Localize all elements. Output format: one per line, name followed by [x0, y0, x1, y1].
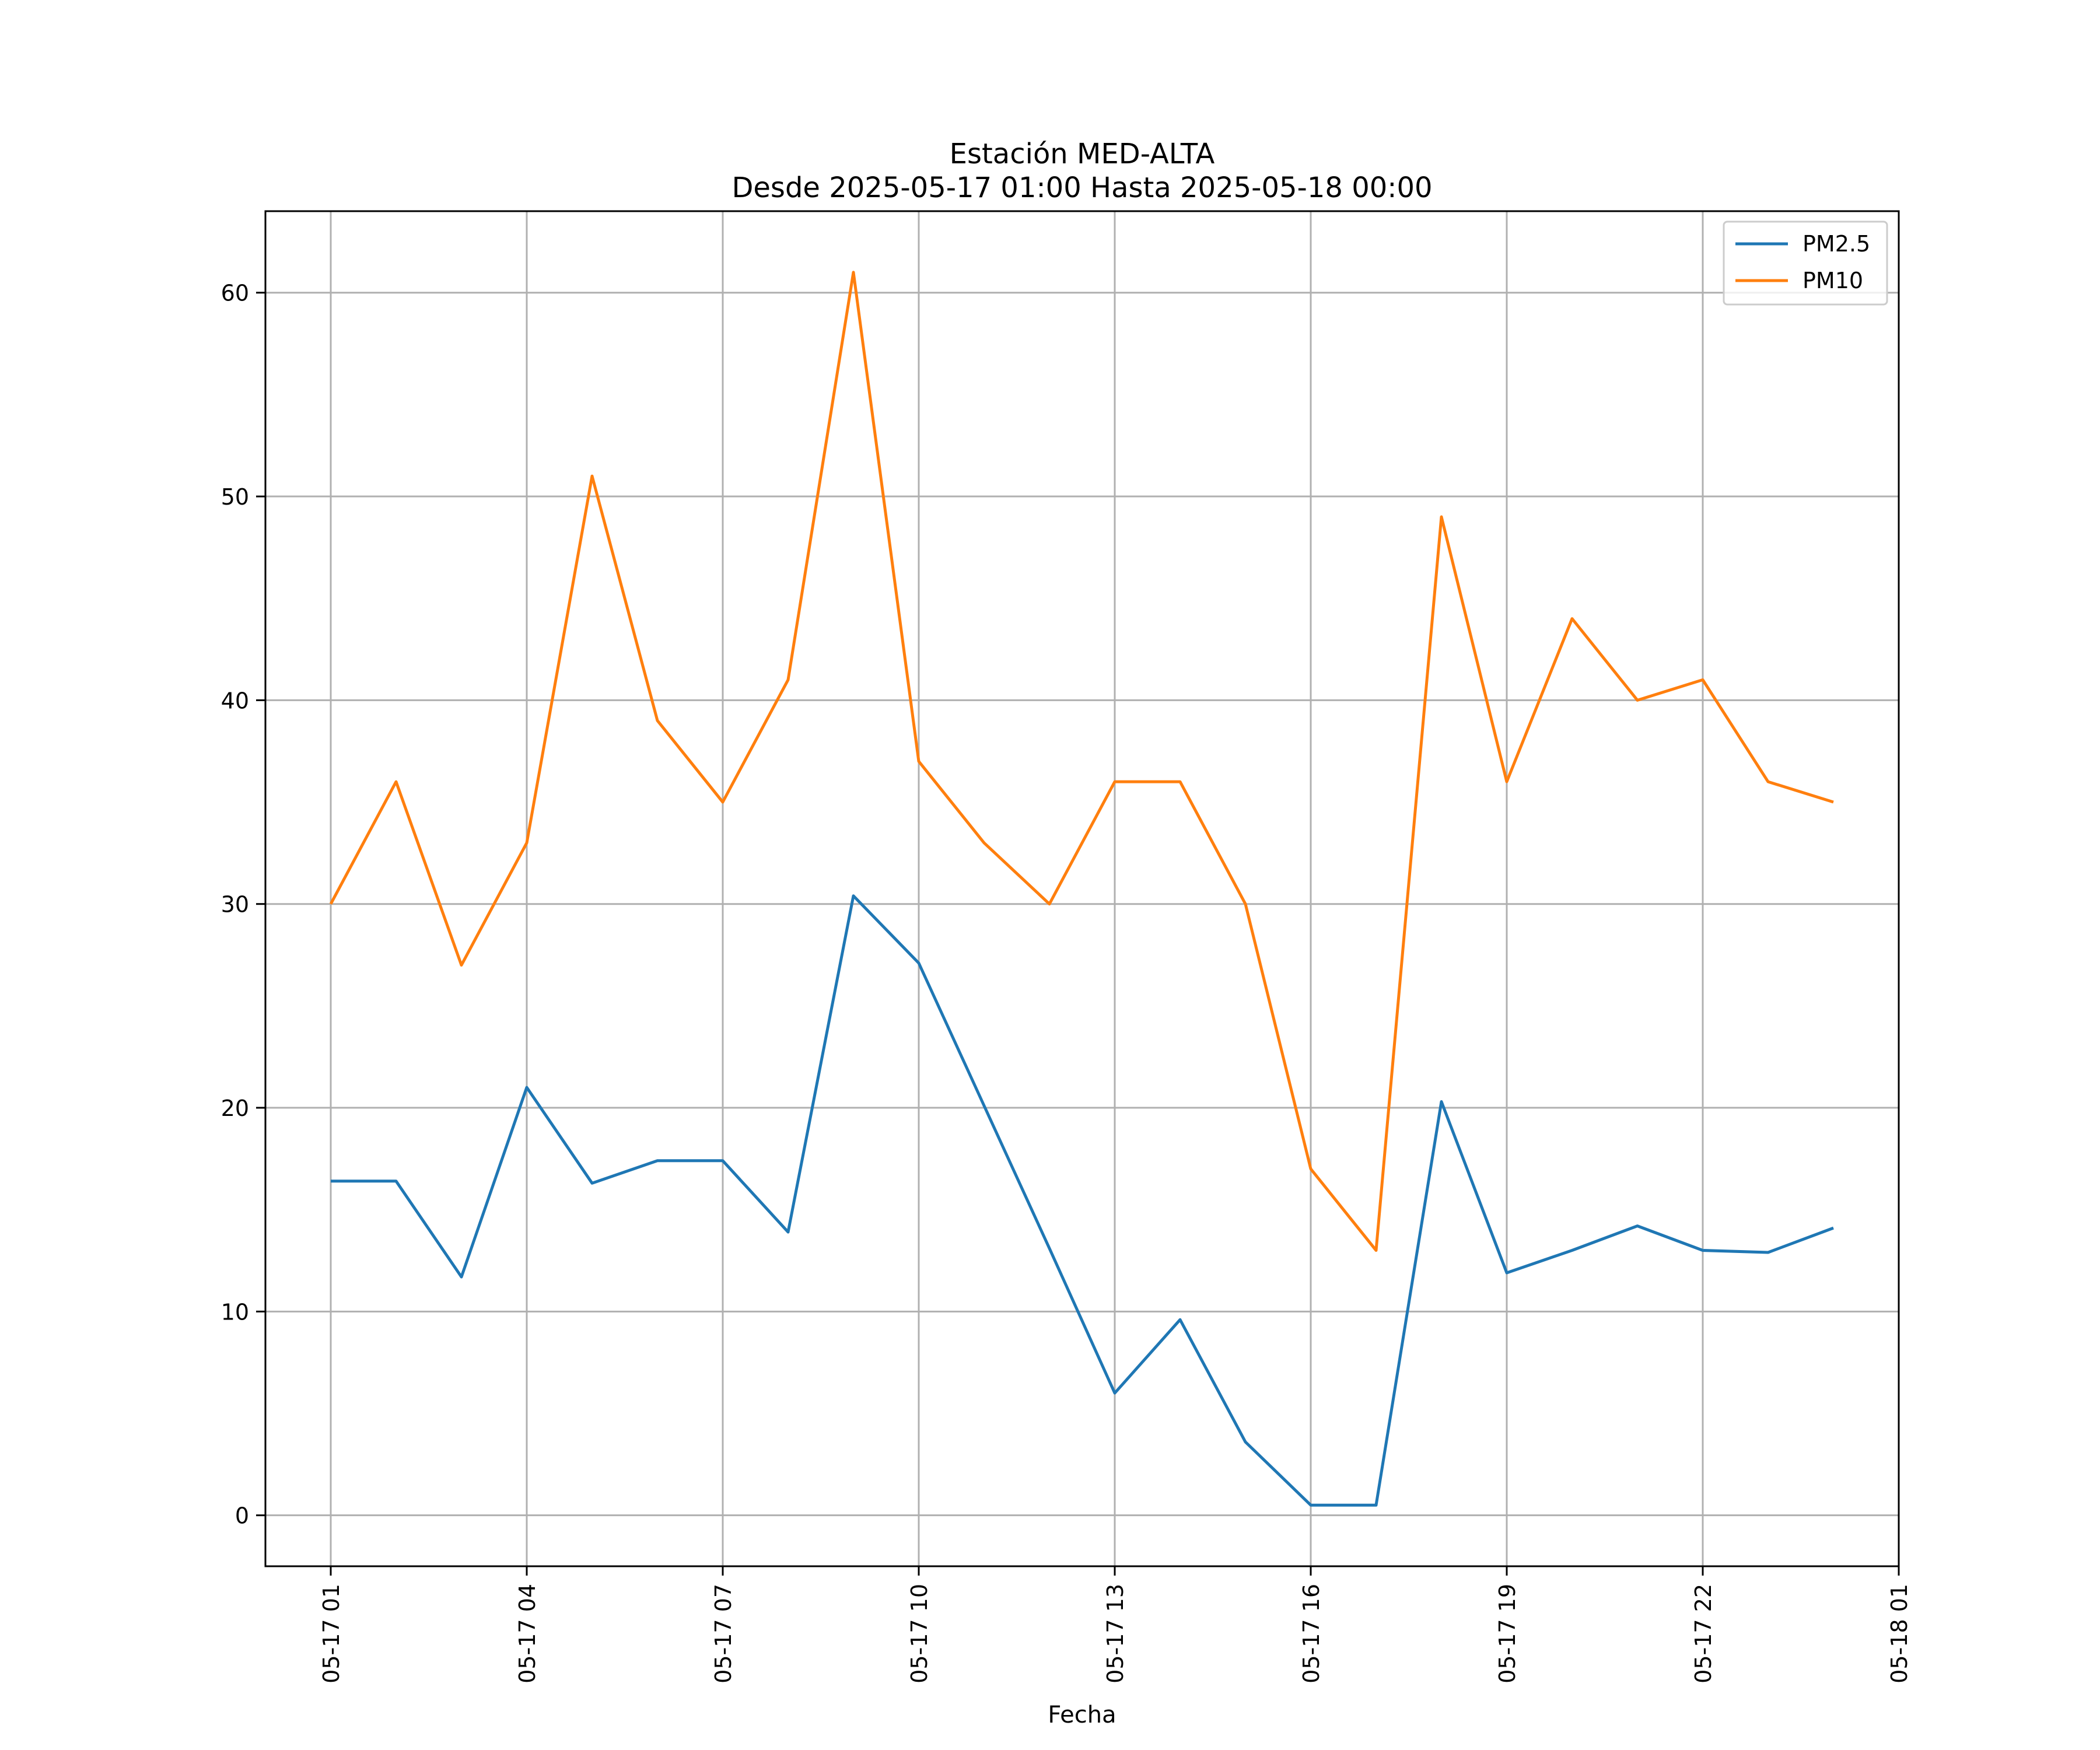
x-tick-label: 05-17 22: [1690, 1584, 1716, 1684]
legend-label-pm10: PM10: [1803, 268, 1863, 293]
x-tick-label: 05-18 01: [1887, 1584, 1912, 1684]
x-tick-label: 05-17 10: [907, 1584, 932, 1684]
chart-subtitle: Desde 2025-05-17 01:00 Hasta 2025-05-18 …: [732, 172, 1432, 204]
x-axis-label: Fecha: [1048, 1702, 1116, 1728]
legend: PM2.5 PM10: [1723, 220, 1888, 306]
x-tick-label: 05-17 01: [318, 1584, 344, 1684]
y-tick-label: 50: [221, 484, 249, 510]
y-tick-label: 0: [235, 1503, 249, 1529]
grid-lines: [265, 211, 1900, 1566]
series-line-pm10: [329, 271, 1834, 1252]
x-tick-label: 05-17 04: [514, 1584, 540, 1684]
x-tick-label: 05-17 07: [710, 1584, 736, 1684]
plot-frame: [264, 210, 1900, 1567]
y-tick-label: 60: [221, 281, 249, 306]
y-tick-label: 30: [221, 892, 249, 918]
series-lines: [329, 271, 1834, 1507]
y-tick-label: 40: [221, 688, 249, 713]
x-axis: 05-17 01 05-17 04 05-17 07 05-17 10 05-17 13…: [318, 1566, 1912, 1684]
y-tick-label: 20: [221, 1096, 249, 1121]
chart-title: Estación MED-ALTA: [950, 138, 1215, 170]
x-tick-label: 05-17 19: [1494, 1584, 1520, 1684]
y-tick-label: 10: [221, 1299, 249, 1325]
series-line-pm25: [331, 894, 1834, 1507]
y-axis: 0 10 20 30 40 50 60: [221, 281, 265, 1529]
x-tick-label: 05-17 16: [1298, 1584, 1324, 1684]
legend-label-pm25: PM2.5: [1803, 231, 1870, 257]
x-tick-label: 05-17 13: [1102, 1584, 1128, 1684]
